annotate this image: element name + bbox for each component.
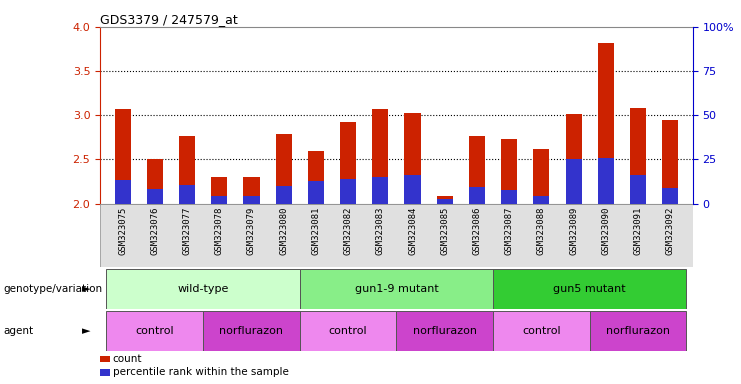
Bar xyxy=(630,108,646,204)
Text: GSM323083: GSM323083 xyxy=(376,207,385,255)
Text: GSM323084: GSM323084 xyxy=(408,207,417,255)
Text: agent: agent xyxy=(4,326,34,336)
Bar xyxy=(590,311,686,351)
Bar xyxy=(662,188,678,204)
Bar xyxy=(469,187,485,204)
Bar xyxy=(243,197,259,204)
Bar xyxy=(300,269,493,309)
Text: GSM323092: GSM323092 xyxy=(665,207,675,255)
Bar xyxy=(147,189,163,204)
Text: percentile rank within the sample: percentile rank within the sample xyxy=(113,367,288,377)
Bar xyxy=(179,185,195,204)
Text: GSM323075: GSM323075 xyxy=(118,207,127,255)
Text: GSM323085: GSM323085 xyxy=(440,207,449,255)
Bar xyxy=(147,159,163,204)
Bar xyxy=(179,136,195,204)
Bar xyxy=(493,311,590,351)
Text: GSM323087: GSM323087 xyxy=(505,207,514,255)
Bar xyxy=(211,177,227,204)
Bar xyxy=(405,113,421,204)
Bar xyxy=(565,114,582,204)
Bar xyxy=(372,177,388,204)
Text: GSM323076: GSM323076 xyxy=(150,207,159,255)
Text: GSM323091: GSM323091 xyxy=(634,207,642,255)
Bar xyxy=(276,134,292,204)
Text: GSM323078: GSM323078 xyxy=(215,207,224,255)
Text: GSM323082: GSM323082 xyxy=(344,207,353,255)
Text: GSM323080: GSM323080 xyxy=(279,207,288,255)
Text: GSM323079: GSM323079 xyxy=(247,207,256,255)
Bar xyxy=(107,269,300,309)
Text: gun5 mutant: gun5 mutant xyxy=(554,284,626,294)
Text: norflurazon: norflurazon xyxy=(219,326,284,336)
Text: wild-type: wild-type xyxy=(177,284,229,294)
Text: gun1-9 mutant: gun1-9 mutant xyxy=(354,284,439,294)
Bar xyxy=(396,311,493,351)
Bar xyxy=(211,197,227,204)
Bar xyxy=(630,175,646,204)
Bar xyxy=(662,121,678,204)
Text: GSM323089: GSM323089 xyxy=(569,207,578,255)
Text: control: control xyxy=(329,326,368,336)
Bar xyxy=(436,197,453,204)
Bar xyxy=(308,151,324,204)
Bar xyxy=(565,159,582,204)
Bar xyxy=(534,149,550,204)
Bar xyxy=(469,136,485,204)
Text: GSM323088: GSM323088 xyxy=(537,207,546,255)
Bar xyxy=(203,311,300,351)
Bar xyxy=(115,109,130,204)
Text: ►: ► xyxy=(82,326,90,336)
Text: GSM323081: GSM323081 xyxy=(311,207,320,255)
Bar xyxy=(340,122,356,204)
Text: GDS3379 / 247579_at: GDS3379 / 247579_at xyxy=(100,13,238,26)
Text: ►: ► xyxy=(82,284,90,294)
Text: GSM323090: GSM323090 xyxy=(602,207,611,255)
Text: control: control xyxy=(136,326,174,336)
Text: genotype/variation: genotype/variation xyxy=(4,284,103,294)
Bar xyxy=(534,195,550,204)
Bar xyxy=(598,157,614,204)
Bar xyxy=(243,177,259,204)
Text: control: control xyxy=(522,326,561,336)
Bar xyxy=(493,269,686,309)
Text: count: count xyxy=(113,354,142,364)
Bar xyxy=(107,311,203,351)
Bar xyxy=(501,139,517,204)
Bar xyxy=(276,186,292,204)
Bar xyxy=(501,190,517,204)
Bar xyxy=(300,311,396,351)
Bar xyxy=(340,179,356,204)
Text: GSM323086: GSM323086 xyxy=(473,207,482,255)
Text: norflurazon: norflurazon xyxy=(606,326,670,336)
Bar xyxy=(372,109,388,204)
Bar xyxy=(115,180,130,204)
Bar xyxy=(308,182,324,204)
Bar xyxy=(598,43,614,204)
Bar xyxy=(436,199,453,204)
Text: GSM323077: GSM323077 xyxy=(182,207,191,255)
Text: norflurazon: norflurazon xyxy=(413,326,476,336)
Bar xyxy=(405,175,421,204)
